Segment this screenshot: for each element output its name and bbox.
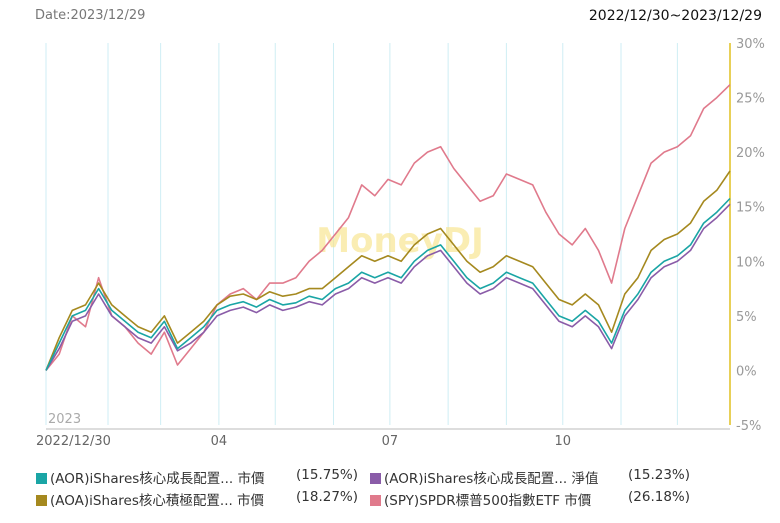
series-line-aor-price [45, 197, 731, 371]
legend-label-aor-nav: (AOR)iShares核心成長配置... 淨值 [384, 471, 599, 487]
legend-item-aoa-price[interactable]: (AOA)iShares核心積極配置... 市價 (18.27%) [36, 489, 358, 509]
legend-value-aoa-price: (18.27%) [296, 489, 359, 505]
legend-item-aor-price[interactable]: (AOR)iShares核心成長配置... 市價 (15.75%) [36, 467, 358, 487]
legend-label-spy-price: (SPY)SPDR標普500指數ETF 市價 [384, 493, 592, 509]
y-tick-label: 30% [736, 37, 765, 52]
legend-value-aor-nav: (15.23%) [628, 467, 691, 483]
y-tick-label: -5% [736, 419, 761, 434]
date-label: Date:2023/12/29 [35, 8, 146, 23]
y-tick-label: 5% [736, 310, 757, 325]
y-tick-label: 0% [736, 364, 757, 379]
series-line-aoa-price [45, 170, 731, 371]
legend-swatch-aoa-price [36, 495, 47, 506]
legend-label-aor-price: (AOR)iShares核心成長配置... 市價 [50, 471, 265, 487]
y-tick-label: 15% [736, 201, 765, 216]
legend-swatch-aor-price [36, 473, 47, 484]
y-tick-label: 10% [736, 255, 765, 270]
watermark-logo: MoneyDJ [316, 221, 484, 261]
x-tick-label: 2022/12/30 [36, 434, 111, 449]
series-line-spy-price [45, 84, 731, 371]
legend-label-aoa-price: (AOA)iShares核心積極配置... 市價 [50, 493, 265, 509]
series-line-aor-nav [45, 203, 731, 371]
legend-item-spy-price[interactable]: (SPY)SPDR標普500指數ETF 市價 (26.18%) [370, 489, 690, 509]
x-tick-label: 10 [554, 434, 571, 449]
year-label: 2023 [48, 412, 81, 427]
x-tick-label: 07 [382, 434, 399, 449]
legend-swatch-spy-price [370, 495, 381, 506]
y-tick-label: 25% [736, 92, 765, 107]
legend-swatch-aor-nav [370, 473, 381, 484]
y-tick-label: 20% [736, 146, 765, 161]
legend-value-spy-price: (26.18%) [628, 489, 691, 505]
performance-line-chart[interactable]: 30% 25% 20% 15% 10% 5% 0% -5% 2022/12/30 04 07 10 20… [0, 0, 780, 460]
x-tick-label: 04 [211, 434, 228, 449]
date-range-label: 2022/12/30~2023/12/29 [588, 8, 762, 24]
legend-item-aor-nav[interactable]: (AOR)iShares核心成長配置... 淨值 (15.23%) [370, 467, 690, 487]
legend-value-aor-price: (15.75%) [296, 467, 359, 483]
